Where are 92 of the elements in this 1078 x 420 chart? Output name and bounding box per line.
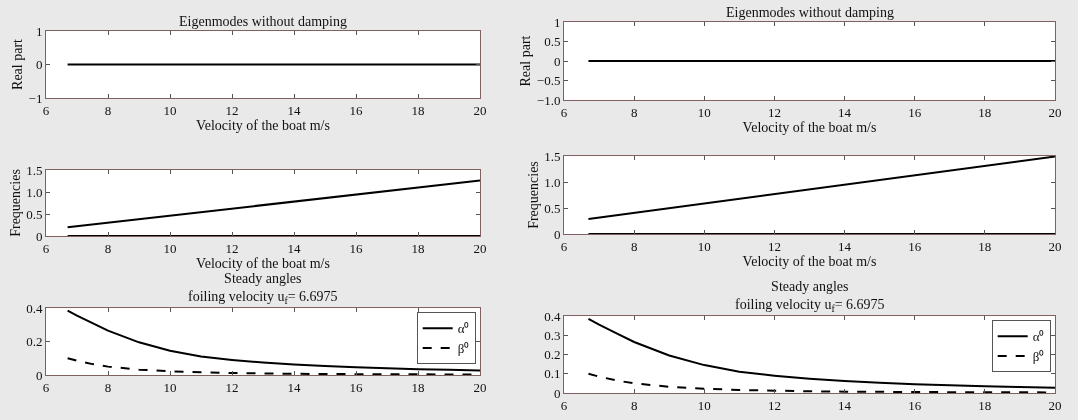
legend-label: α⁰ [457,321,470,337]
x-tick-label: 16 [349,379,363,395]
x-tick-label: 20 [1048,104,1062,120]
x-tick-label: 16 [349,240,363,256]
x-tick-label: 14 [838,104,852,120]
x-tick-label: 14 [838,238,852,254]
y-tick-label: 0 [553,53,561,69]
x-tick-label: 14 [287,379,301,395]
x-axis-title: Velocity of the boat m/s [742,119,877,135]
x-tick-label: 6 [560,397,568,413]
chart-title: Eigenmodes without damping [726,5,894,20]
x-tick-label: 18 [411,379,425,395]
x-axis-title: Velocity of the boat m/s [196,255,330,271]
y-tick-label: 0.5 [544,34,561,50]
x-tick-label: 6 [42,379,50,395]
x-tick-label: 6 [560,104,568,120]
y-tick-label: 0.4 [26,300,43,316]
x-tick-label: 12 [225,240,239,256]
x-tick-label: 8 [104,240,112,256]
x-tick-label: 20 [473,379,487,395]
y-tick-label: 0.4 [544,308,561,324]
legend-label: β⁰ [457,341,470,357]
x-tick-label: 20 [473,102,487,118]
y-tick-label: 0 [553,226,561,242]
x-tick-label: 6 [42,240,50,256]
x-tick-label: 14 [287,240,301,256]
y-axis-title: Real part [10,38,26,90]
x-tick-label: 16 [908,238,922,254]
x-axis-title: Velocity of the boat m/s [196,117,330,133]
x-tick-label: 10 [163,102,177,118]
x-tick-label: 18 [411,240,425,256]
chart-title: Steady angles [771,279,849,294]
x-tick-label: 12 [767,104,781,120]
x-tick-label: 8 [630,238,638,254]
x-tick-label: 20 [1048,238,1062,254]
x-tick-label: 6 [560,238,568,254]
x-tick-label: 8 [630,104,638,120]
line-series [66,309,480,372]
chart-subtitle: foiling velocity u$_{f}$= 6.6975 [188,289,338,307]
line-series [587,317,1055,389]
x-tick-label: 8 [630,397,638,413]
y-tick-label: 0.5 [26,206,43,222]
y-tick-label: 0.1 [544,366,561,382]
x-axis-title: Velocity of the boat m/s [742,253,877,269]
x-tick-label: 10 [697,104,711,120]
y-tick-label: −1 [28,90,43,106]
y-tick-label: 0.5 [544,200,561,216]
y-tick-label: 0 [35,57,43,73]
x-tick-label: 8 [104,379,112,395]
y-tick-label: 0.2 [544,347,561,363]
x-tick-label: 12 [225,102,239,118]
x-tick-label: 10 [697,238,711,254]
chart-title: Steady angles [224,271,302,286]
y-tick-label: −1.0 [536,92,561,108]
legend-label: β⁰ [1032,349,1045,365]
x-tick-label: 12 [767,238,781,254]
y-tick-label: 0 [35,228,43,244]
x-tick-label: 20 [1048,397,1062,413]
y-axis-title: Real part [518,35,534,87]
x-tick-label: 14 [287,102,301,118]
x-tick-label: 16 [908,397,922,413]
x-tick-label: 18 [411,102,425,118]
legend-label: α⁰ [1032,329,1045,345]
x-tick-label: 16 [908,104,922,120]
y-tick-label: 1.5 [544,148,561,164]
y-axis-title: Frequencies [7,169,23,237]
x-tick-label: 16 [349,102,363,118]
y-tick-label: −0.5 [536,73,561,89]
y-tick-label: 0.3 [544,327,561,343]
chart-subtitle: foiling velocity u$_{f}$= 6.6975 [735,297,885,315]
x-tick-label: 14 [838,397,852,413]
x-tick-label: 10 [163,240,177,256]
y-tick-label: 1.0 [544,174,561,190]
x-tick-label: 8 [104,102,112,118]
x-tick-label: 10 [697,397,711,413]
x-tick-label: 18 [978,104,992,120]
y-tick-label: 1 [553,14,561,30]
y-tick-label: 1.0 [26,184,43,200]
y-tick-label: 0 [35,367,43,383]
x-tick-label: 12 [225,379,239,395]
x-tick-label: 10 [163,379,177,395]
y-tick-label: 0.2 [26,334,43,350]
x-tick-label: 6 [42,102,50,118]
x-tick-label: 20 [473,240,487,256]
x-tick-label: 12 [767,397,781,413]
x-tick-label: 18 [978,397,992,413]
y-axis-title: Frequencies [525,161,541,229]
y-tick-label: 0 [553,385,561,401]
x-tick-label: 18 [978,238,992,254]
y-tick-label: 1 [35,23,43,39]
y-tick-label: 1.5 [26,162,43,178]
chart-title: Eigenmodes without damping [179,14,347,29]
